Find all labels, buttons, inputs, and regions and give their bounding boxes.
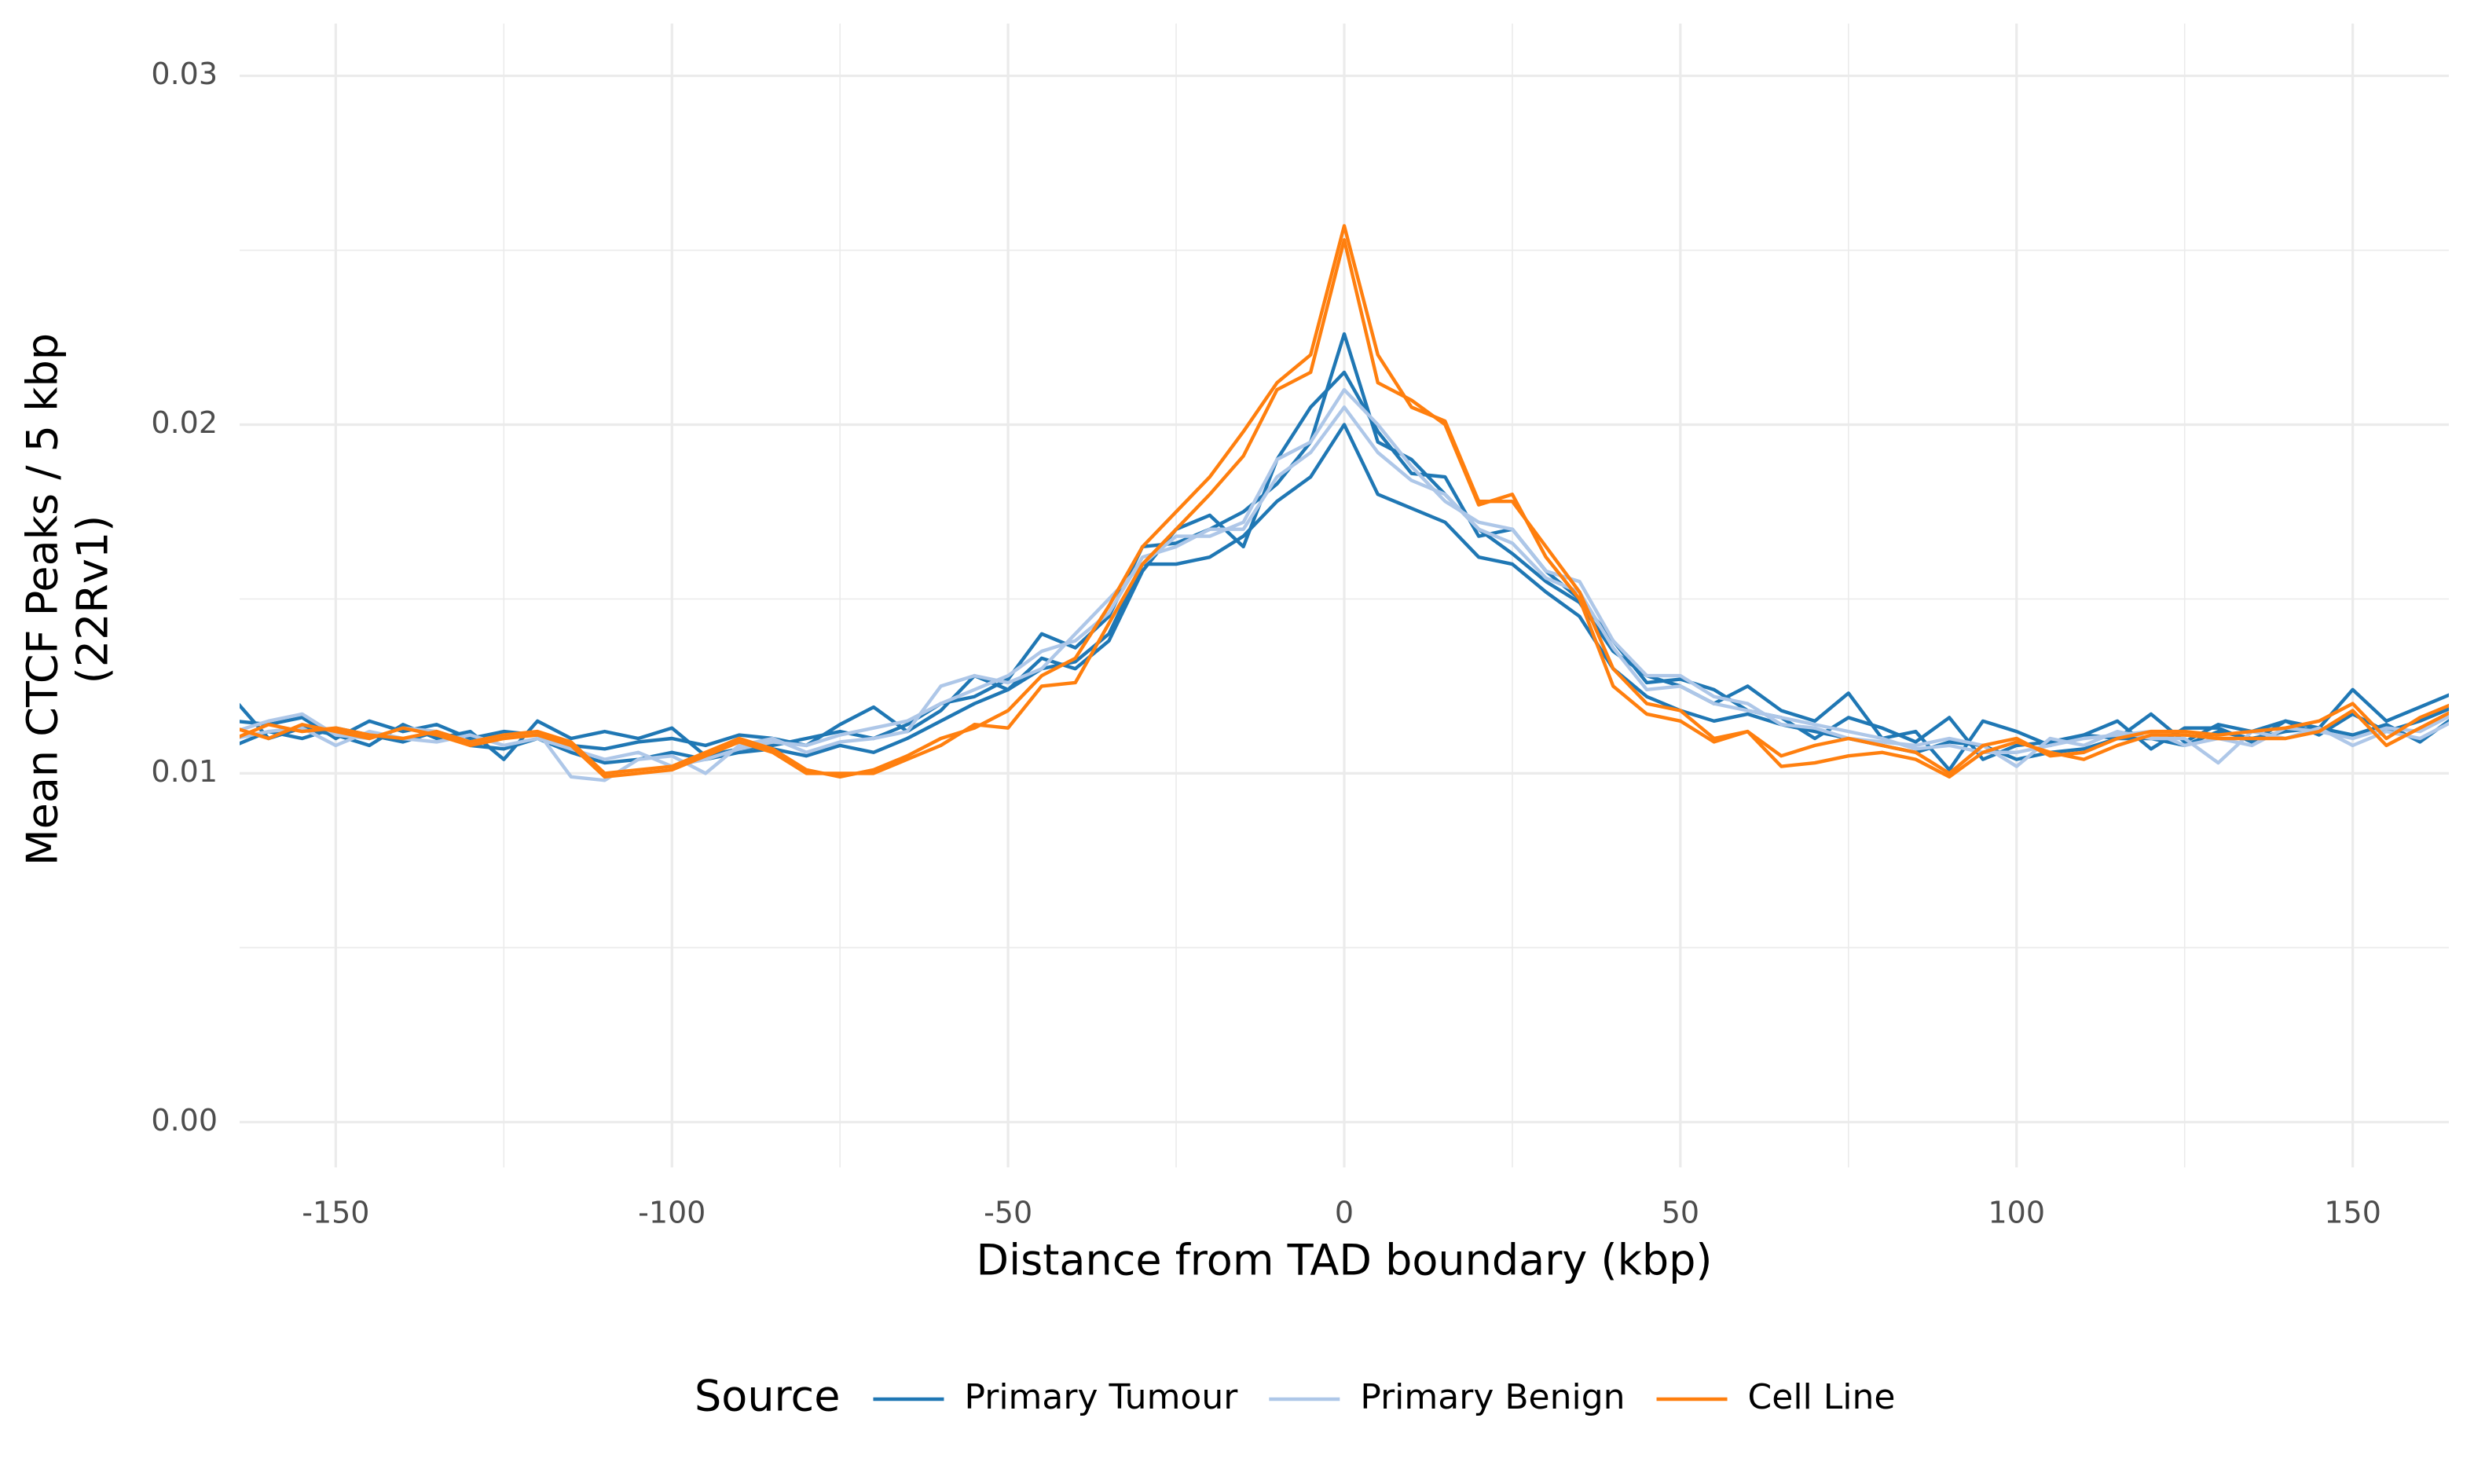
x-axis-title: Distance from TAD boundary (kbp) (976, 1236, 1712, 1285)
x-tick-label: 0 (1335, 1196, 1354, 1230)
y-axis-title: Mean CTCF Peaks / 5 kbp (18, 333, 68, 866)
legend-label: Primary Benign (1360, 1377, 1625, 1417)
x-tick-label: 100 (1988, 1196, 2045, 1230)
y-tick-label: 0.02 (151, 405, 218, 440)
axis-labels: 0.00 0.01 0.02 0.03 -150 -100 -50 0 50 100 150 (151, 57, 2381, 1229)
x-tick-label: -150 (302, 1196, 369, 1230)
grid (240, 24, 2449, 1167)
y-tick-label: 0.01 (151, 754, 218, 789)
plot-area (240, 224, 2449, 782)
series-line (240, 370, 2449, 761)
legend-label: Primary Tumour (964, 1377, 1238, 1417)
series-line (240, 405, 2449, 768)
x-tick-label: -100 (638, 1196, 706, 1230)
y-tick-label: 0.03 (151, 57, 218, 91)
x-tick-label: 150 (2324, 1196, 2381, 1230)
legend-label: Cell Line (1748, 1377, 1896, 1417)
y-axis-title: (22Rv1) (68, 515, 118, 684)
series-line (240, 423, 2449, 765)
x-tick-label: 50 (1662, 1196, 1699, 1230)
series-line (240, 387, 2449, 782)
legend: Source Primary Tumour Primary Benign Cell L… (695, 1372, 1895, 1421)
y-tick-label: 0.00 (151, 1103, 218, 1138)
legend-title: Source (695, 1372, 840, 1421)
series-line (240, 224, 2449, 779)
x-tick-label: -50 (984, 1196, 1032, 1230)
series-line (240, 238, 2449, 779)
